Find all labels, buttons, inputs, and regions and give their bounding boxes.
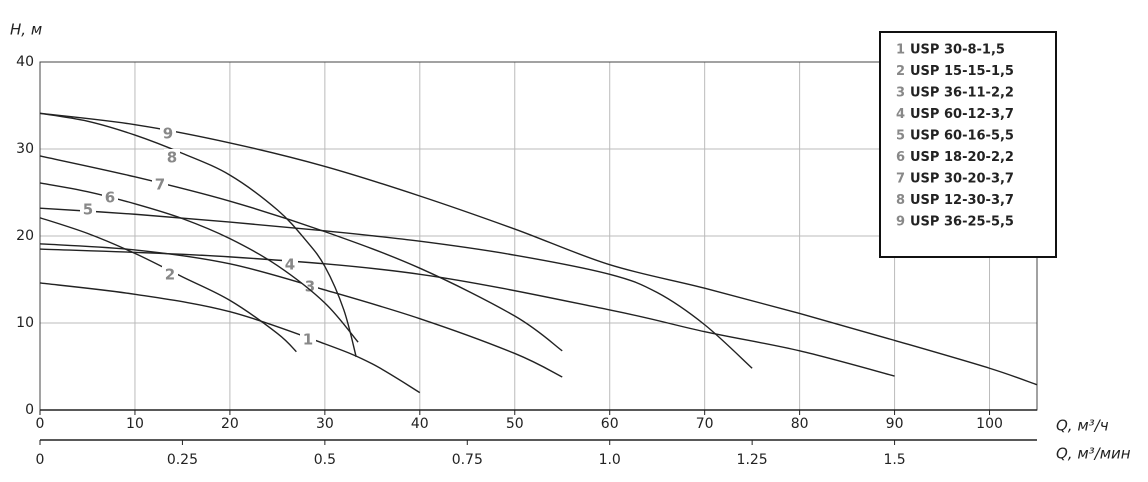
legend-number: 2 [896,64,905,79]
x-tick-label: 90 [886,416,904,432]
x2-tick-label: 1.5 [883,452,905,468]
x-axis-title: Q, м³/ч [1056,417,1109,435]
legend-number: 5 [896,129,905,144]
x2-tick-label: 0.5 [314,452,336,468]
curve-label-bg [152,176,168,194]
pump-curve [39,112,1038,386]
x2-tick-label: 0.75 [452,452,483,468]
curve-label: 4 [285,256,295,274]
curve-label-bg [102,189,118,207]
curve-label: 9 [163,125,173,143]
legend-label: USP 36-25-5,5 [910,215,1014,230]
legend-label: USP 60-12-3,7 [910,107,1014,122]
x-tick-label: 0 [36,416,45,432]
legend-number: 4 [896,107,905,122]
pump-curve [39,112,357,358]
legend-label: USP 60-16-5,5 [910,129,1014,144]
pump-curve [39,248,895,377]
curve-label-bg [162,266,178,284]
curve-label-bg [160,125,176,143]
legend-number: 8 [896,193,905,208]
pump-curve [39,243,563,378]
legend-number: 6 [896,150,905,165]
legend-label: USP 30-8-1,5 [910,43,1005,58]
y-tick-label: 0 [25,402,34,418]
x2-axis-title: Q, м³/мин [1056,445,1131,463]
pump-curve [39,182,359,343]
legend-label: USP 30-20-3,7 [910,172,1014,187]
curve-label-bg [80,201,96,219]
x2-tick-label: 1.0 [599,452,621,468]
x-tick-label: 50 [506,416,524,432]
curve-label-bg [300,331,316,349]
curve-label: 2 [165,266,175,284]
legend-label: USP 15-15-1,5 [910,64,1014,79]
y-axis-title: H, м [10,21,42,39]
legend-number: 9 [896,215,905,230]
x-tick-label: 30 [316,416,334,432]
y-tick-label: 40 [16,54,34,70]
y-tick-label: 30 [16,141,34,157]
legend-number: 3 [896,86,905,101]
y-tick-label: 10 [16,315,34,331]
x-tick-label: 60 [601,416,619,432]
curve-label-bg [302,278,318,296]
legend-label: USP 36-11-2,2 [910,86,1014,101]
x-tick-label: 20 [221,416,239,432]
x-tick-label: 80 [791,416,809,432]
x-tick-label: 100 [976,416,1003,432]
legend-box [879,31,1057,258]
x2-tick-label: 0.25 [167,452,198,468]
x-tick-label: 70 [696,416,714,432]
legend-label: USP 18-20-2,2 [910,150,1014,165]
pump-curve [39,207,753,369]
curve-label: 8 [167,149,177,167]
curve-label: 6 [105,189,115,207]
x2-tick-label: 0 [36,452,45,468]
curve-label-bg [282,256,298,274]
legend-number: 7 [896,172,905,187]
pump-curve [39,217,297,353]
legend-label: USP 12-30-3,7 [910,193,1014,208]
curve-label: 1 [303,331,313,349]
legend-number: 1 [896,43,905,58]
curve-label-bg [164,149,180,167]
curve-label: 7 [155,176,165,194]
x-tick-label: 40 [411,416,429,432]
pump-curve [39,155,563,352]
x2-tick-label: 1.25 [737,452,768,468]
curve-label: 3 [305,278,315,296]
x-tick-label: 10 [126,416,144,432]
y-tick-label: 20 [16,228,34,244]
curve-label: 5 [83,201,93,219]
